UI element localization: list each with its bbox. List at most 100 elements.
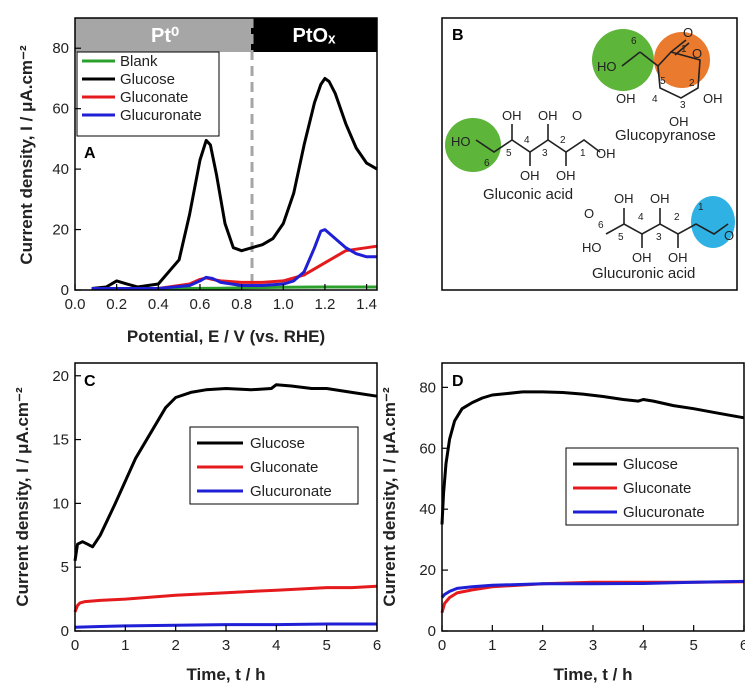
pyranose-num-3: 3 [680,100,686,111]
glucuronic-num-4: 4 [638,212,644,223]
glucuronic-acid-structure: OH OH OH OH O HO O 6 5 4 3 2 1 Glucuroni… [582,191,735,282]
gluconic-num-1: 1 [580,148,586,159]
panel-a: Pt⁰ PtOₓ A BlankGlucoseGluconateGlucuron… [17,17,378,346]
panel-c-plot-area [73,383,378,629]
pyranose-num-4: 4 [652,94,658,105]
glucuronic-num-3: 3 [656,232,662,243]
pyranose-num-1: 1 [681,44,687,55]
x-tick-label: 4 [639,637,647,654]
y-tick-label: 0 [61,623,69,640]
glucuronic-o-aldehyde: O [724,228,734,243]
panel-a-frame [74,17,378,291]
x-tick-label: 1 [488,637,496,654]
y-tick-label: 5 [61,559,69,576]
pyranose-oh3: OH [669,114,689,129]
x-tick-label: 0 [438,637,446,654]
gluconic-acid-structure: HO OH OH O OH OH OH 6 5 4 3 2 1 Gluconic… [445,108,616,203]
green-highlight-pyranose [592,29,654,91]
glucopyranose-label: Glucopyranose [615,127,716,144]
series-line-glucuronate [74,622,377,629]
gluconic-oh2: OH [556,168,576,183]
panel-a-ticks: 0.0 0.2 0.4 0.6 0.8 1.0 1.2 1.4 0 20 40 60 80 [52,40,377,313]
gluconic-num-6: 6 [484,158,490,169]
y-tick-label: 40 [419,501,436,518]
x-tick-label: 2 [171,637,179,654]
pyranose-num-2: 2 [689,78,695,89]
glucuronic-oh5: OH [614,191,634,206]
panel-c-ticks: 0 1 2 3 4 5 6 0 5 10 15 20 [52,368,381,654]
gluconic-oh5: OH [502,108,522,123]
y-tick-label: 60 [52,101,69,118]
legend-label-gluconate: Gluconate [250,459,318,476]
panel-b-letter: B [452,27,464,44]
panel-c: C Glucose Gluconate Glucuronate 0 1 2 3 4 5 6 0 5 1… [13,362,381,684]
panel-c-ylabel: Current density, I / μA.cm⁻² [13,387,32,607]
glucuronic-num-6: 6 [598,220,604,231]
pyranose-oh4: OH [616,91,636,106]
y-tick-label: 0 [61,282,69,299]
y-tick-label: 80 [419,379,436,396]
glucuronic-oh3: OH [650,191,670,206]
series-line-gluconate [73,584,378,613]
pyranose-oh2: OH [703,91,723,106]
series-line-glucuronate [440,579,745,599]
glucuronic-oh-acid: HO [582,240,602,255]
x-tick-label: 6 [740,637,745,654]
gluconic-oh4: OH [520,168,540,183]
x-tick-label: 2 [538,637,546,654]
x-tick-label: 4 [272,637,280,654]
x-tick-label: 5 [689,637,697,654]
x-tick-label: 1.4 [356,296,377,313]
gluconic-num-2: 2 [560,135,566,146]
panel-a-ylabel: Current density, I / μA.cm⁻² [17,45,36,265]
series-line-glucose [73,383,378,562]
legend-label-gluconate: Gluconate [623,480,691,497]
panel-a-xlabel: Potential, E / V (vs. RHE) [127,327,325,346]
panel-b: B O O HO 6 5 1 2 3 4 OH OH OH Glucopyran… [441,17,738,291]
pyranose-oh6-bond [621,51,641,67]
y-tick-label: 0 [428,623,436,640]
gluconic-num-3: 3 [542,148,548,159]
x-tick-label: 1.2 [315,296,336,313]
panel-d-plot-area [440,390,745,614]
ptox-label: PtOₓ [293,25,337,47]
panel-c-legend: Glucose Gluconate Glucuronate [189,426,359,505]
legend-label-blank: Blank [120,53,158,70]
blue-highlight-glucuronic [691,196,735,248]
glucopyranose-structure: O O HO 6 5 1 2 3 4 OH OH OH Glucopyranos… [592,25,723,144]
gluconic-oh1: O [572,108,582,123]
legend-box [76,51,220,137]
legend-label-glucose: Glucose [120,71,175,88]
panel-c-xlabel: Time, t / h [186,665,265,684]
y-tick-label: 20 [419,562,436,579]
x-tick-label: 3 [589,637,597,654]
panel-a-letter: A [84,145,96,162]
pt0-region-band [75,18,251,52]
pt0-label: Pt⁰ [151,25,179,47]
legend-label-gluconate: Gluconate [120,89,188,106]
y-tick-label: 15 [52,432,69,449]
green-highlight-gluconic [445,118,501,172]
pyranose-num-5: 5 [660,76,666,87]
x-tick-label: 0.6 [190,296,211,313]
gluconic-ho: HO [451,134,471,149]
orange-highlight-pyranose [654,32,710,88]
x-tick-label: 0 [71,637,79,654]
pyranose-ho6: HO [597,59,617,74]
panel-a-plot-area [91,18,378,290]
x-tick-label: 6 [373,637,381,654]
pyranose-o-keto: O [683,25,693,40]
gluconic-chain [475,139,601,153]
x-tick-label: 1.0 [273,296,294,313]
glucuronic-acid-label: Glucuronic acid [592,265,695,282]
legend-label-glucuronate: Glucuronate [623,504,705,521]
legend-label-glucose: Glucose [250,435,305,452]
panel-d-ylabel: Current density, I / μA.cm⁻² [380,387,399,607]
x-tick-label: 0.0 [65,296,86,313]
y-tick-label: 20 [52,222,69,239]
legend-label-glucuronate: Glucuronate [120,107,202,124]
x-tick-label: 1 [121,637,129,654]
